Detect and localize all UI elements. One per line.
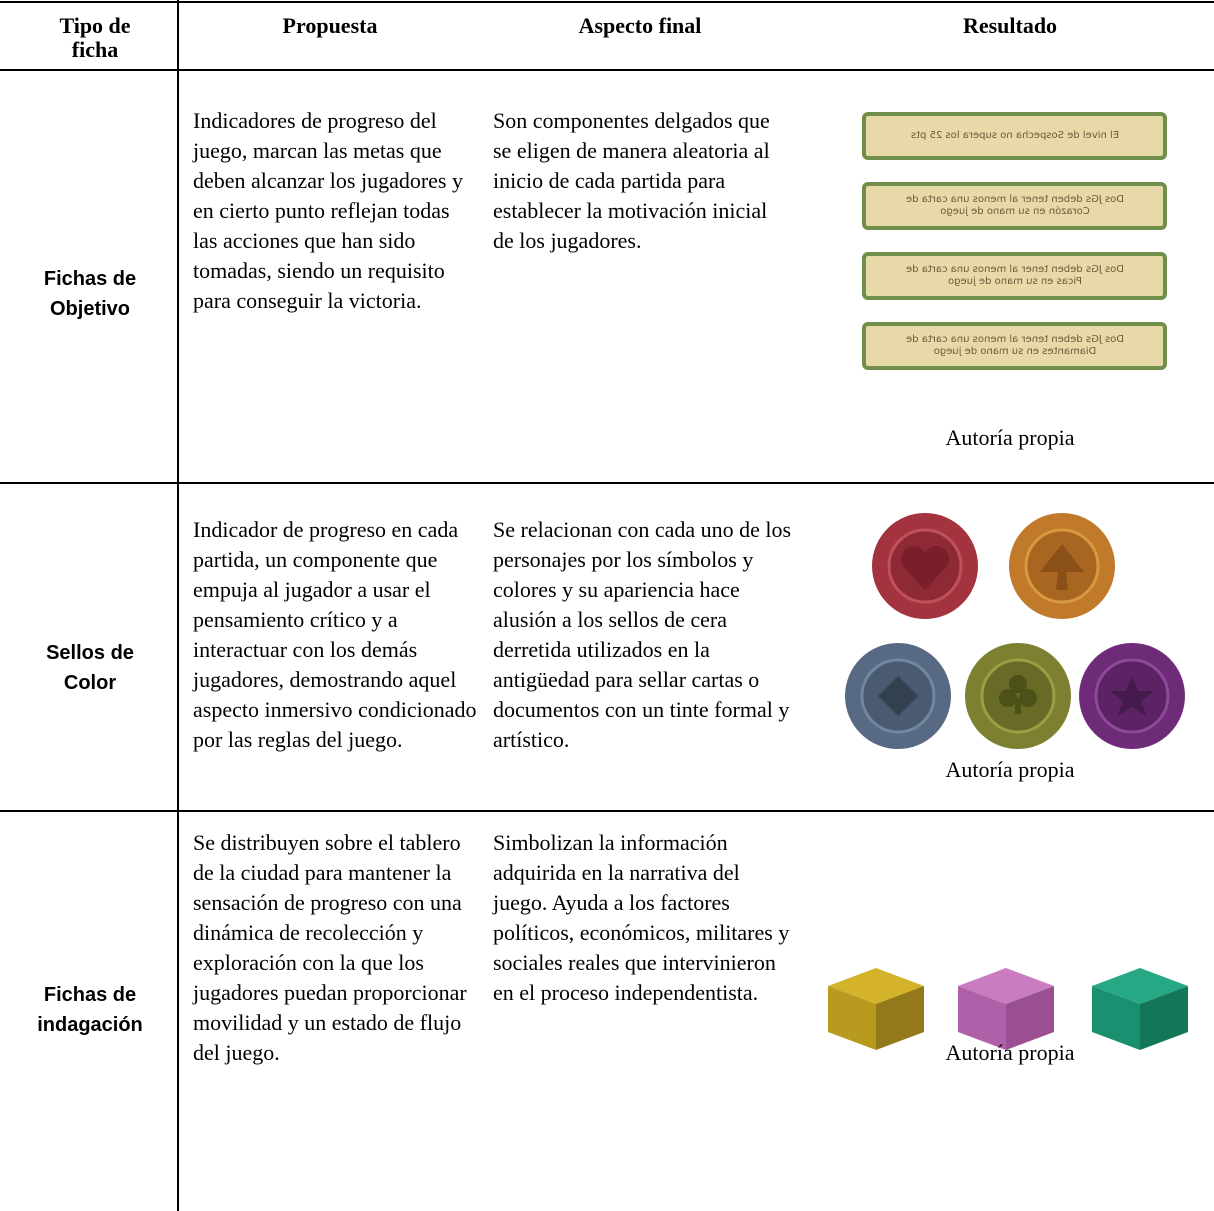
card: El nivel de Sospecha no supera los 25 pt… (862, 112, 1167, 160)
card-text: Dos JGs deben tener al menos una carta d… (905, 334, 1124, 357)
rule (0, 1, 1214, 3)
card: Dos JGs deben tener al menos una carta d… (862, 182, 1167, 230)
header: Resultado (962, 13, 1058, 38)
cube (958, 968, 1054, 1050)
seal (872, 513, 978, 619)
card-text: El nivel de Sospecha no supera los 25 pt… (910, 130, 1119, 141)
card-text: Dos JGs deben tener al menos una carta d… (905, 264, 1124, 287)
cell-text: Indicador de progreso en cada partida, u… (193, 517, 477, 752)
rule (177, 0, 179, 1211)
cell-text: Son componentes delgados que se eligen d… (493, 108, 770, 253)
row-label: Fichas de Objetivo (43, 268, 137, 320)
cell-text: Se relacionan con cada uno de los person… (493, 517, 792, 752)
caption: Autoría propia (945, 425, 1075, 450)
header: Aspecto final (578, 13, 702, 38)
rule (0, 482, 1214, 484)
card: Dos JGs deben tener al menos una carta d… (862, 322, 1167, 370)
caption: Autoría propia (945, 757, 1075, 782)
cell-text: Simbolizan la información adquirida en l… (493, 830, 790, 1005)
header: Propuesta (282, 13, 378, 38)
card-text: Dos JGs deben tener al menos una carta d… (905, 194, 1124, 217)
seal (1079, 643, 1185, 749)
header: Tipo de ficha (59, 13, 131, 62)
cell-text: Indicadores de progreso del juego, marca… (193, 108, 463, 313)
cube (828, 968, 924, 1050)
card: Dos JGs deben tener al menos una carta d… (862, 252, 1167, 300)
seal (965, 643, 1071, 749)
seal (845, 643, 951, 749)
cubes (828, 968, 1188, 1050)
cell-text: Se distribuyen sobre el tablero de la ci… (193, 830, 467, 1065)
row-label: Fichas de indagación (37, 984, 143, 1036)
cube (1092, 968, 1188, 1050)
row-label: Sellos de Color (46, 642, 134, 694)
rule (0, 810, 1214, 812)
rule (0, 69, 1214, 71)
seals (845, 513, 1185, 749)
seal (1009, 513, 1115, 619)
caption: Autoría propia (945, 1040, 1075, 1065)
